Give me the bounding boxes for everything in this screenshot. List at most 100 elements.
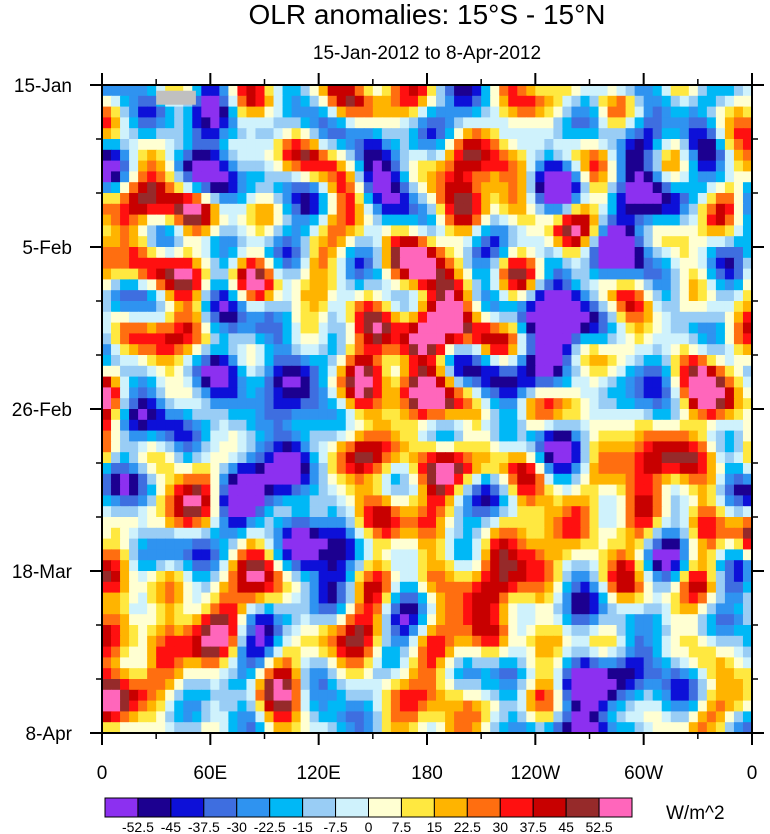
heatmap-cell bbox=[147, 365, 157, 378]
heatmap-cell bbox=[111, 268, 121, 280]
heatmap-cell bbox=[526, 398, 536, 410]
heatmap-cell bbox=[219, 225, 229, 237]
heatmap-cell bbox=[291, 657, 302, 669]
heatmap-cell bbox=[273, 527, 284, 540]
heatmap-cell bbox=[589, 689, 600, 702]
heatmap-cell bbox=[399, 236, 410, 248]
heatmap-cell bbox=[372, 419, 383, 432]
heatmap-cell bbox=[228, 355, 239, 367]
heatmap-cell bbox=[616, 301, 627, 313]
heatmap-cell bbox=[273, 290, 284, 302]
heatmap-cell bbox=[318, 463, 329, 475]
heatmap-cell bbox=[598, 571, 609, 583]
heatmap-cell bbox=[417, 668, 428, 680]
heatmap-cell bbox=[273, 495, 284, 507]
heatmap-cell bbox=[607, 160, 618, 172]
heatmap-cell bbox=[517, 290, 527, 302]
heatmap-cell bbox=[526, 452, 536, 464]
heatmap-cell bbox=[481, 571, 491, 583]
heatmap-cell bbox=[589, 506, 600, 518]
heatmap-cell bbox=[724, 95, 735, 108]
heatmap-cell bbox=[580, 484, 591, 496]
heatmap-cell bbox=[237, 463, 248, 475]
heatmap-cell bbox=[634, 452, 645, 464]
heatmap-cell bbox=[454, 247, 464, 259]
heatmap-cell bbox=[580, 301, 591, 313]
heatmap-cell bbox=[390, 538, 401, 550]
heatmap-cell bbox=[454, 549, 464, 561]
heatmap-cell bbox=[508, 668, 518, 680]
heatmap-cell bbox=[201, 301, 211, 313]
heatmap-cell bbox=[454, 668, 464, 680]
heatmap-cell bbox=[733, 441, 744, 453]
heatmap-cell bbox=[733, 538, 744, 550]
heatmap-cell bbox=[300, 128, 311, 140]
heatmap-cell bbox=[697, 409, 708, 421]
heatmap-cell bbox=[327, 538, 338, 550]
heatmap-cell bbox=[598, 214, 609, 226]
heatmap-cell bbox=[417, 452, 428, 464]
heatmap-cell bbox=[147, 527, 157, 540]
heatmap-cell bbox=[237, 398, 248, 410]
heatmap-cell bbox=[580, 689, 591, 702]
heatmap-cell bbox=[174, 592, 184, 604]
heatmap-cell bbox=[390, 279, 401, 291]
heatmap-cell bbox=[436, 711, 446, 723]
heatmap-cell bbox=[445, 473, 455, 486]
heatmap-cell bbox=[363, 333, 374, 345]
heatmap-cell bbox=[535, 398, 545, 410]
heatmap-cell bbox=[427, 257, 437, 270]
heatmap-cell bbox=[354, 214, 365, 226]
heatmap-cell bbox=[688, 646, 699, 658]
heatmap-cell bbox=[670, 387, 681, 399]
heatmap-cell bbox=[445, 419, 455, 432]
heatmap-cell bbox=[427, 193, 437, 205]
heatmap-cell bbox=[183, 711, 193, 723]
heatmap-cell bbox=[571, 592, 582, 604]
heatmap-cell bbox=[219, 603, 229, 615]
heatmap-cell bbox=[390, 603, 401, 615]
heatmap-cell bbox=[309, 657, 320, 669]
heatmap-cell bbox=[201, 117, 211, 129]
heatmap-cell bbox=[282, 117, 293, 129]
heatmap-cell bbox=[156, 376, 166, 388]
heatmap-cell bbox=[408, 592, 419, 604]
heatmap-cell bbox=[508, 225, 518, 237]
heatmap-cell bbox=[616, 452, 627, 464]
heatmap-cell bbox=[156, 149, 166, 162]
heatmap-cell bbox=[354, 203, 365, 216]
heatmap-cell bbox=[111, 668, 121, 680]
heatmap-cell bbox=[399, 290, 410, 302]
heatmap-cell bbox=[508, 214, 518, 226]
heatmap-cell bbox=[291, 517, 302, 529]
heatmap-cell bbox=[228, 517, 239, 529]
heatmap-cell bbox=[255, 614, 266, 626]
heatmap-cell bbox=[318, 214, 329, 226]
heatmap-cell bbox=[210, 441, 220, 453]
heatmap-cell bbox=[363, 689, 374, 702]
heatmap-cell bbox=[138, 625, 148, 637]
heatmap-cell bbox=[336, 225, 347, 237]
heatmap-cell bbox=[454, 527, 464, 540]
heatmap-cell bbox=[508, 657, 518, 669]
heatmap-cell bbox=[183, 722, 193, 734]
heatmap-cell bbox=[246, 376, 257, 388]
heatmap-cell bbox=[634, 668, 645, 680]
heatmap-cell bbox=[327, 722, 338, 734]
heatmap-cell bbox=[643, 268, 654, 280]
heatmap-cell bbox=[490, 106, 500, 118]
heatmap-cell bbox=[273, 700, 284, 712]
heatmap-cell bbox=[183, 689, 193, 702]
heatmap-cell bbox=[201, 182, 211, 194]
heatmap-cell bbox=[634, 160, 645, 172]
heatmap-cell bbox=[228, 279, 239, 291]
heatmap-cell bbox=[399, 203, 410, 216]
heatmap-cell bbox=[273, 430, 284, 442]
heatmap-cell bbox=[210, 376, 220, 388]
heatmap-cell bbox=[102, 344, 112, 356]
heatmap-cell bbox=[219, 344, 229, 356]
heatmap-cell bbox=[607, 149, 618, 162]
heatmap-cell bbox=[309, 182, 320, 194]
heatmap-cell bbox=[345, 106, 356, 118]
heatmap-cell bbox=[291, 592, 302, 604]
